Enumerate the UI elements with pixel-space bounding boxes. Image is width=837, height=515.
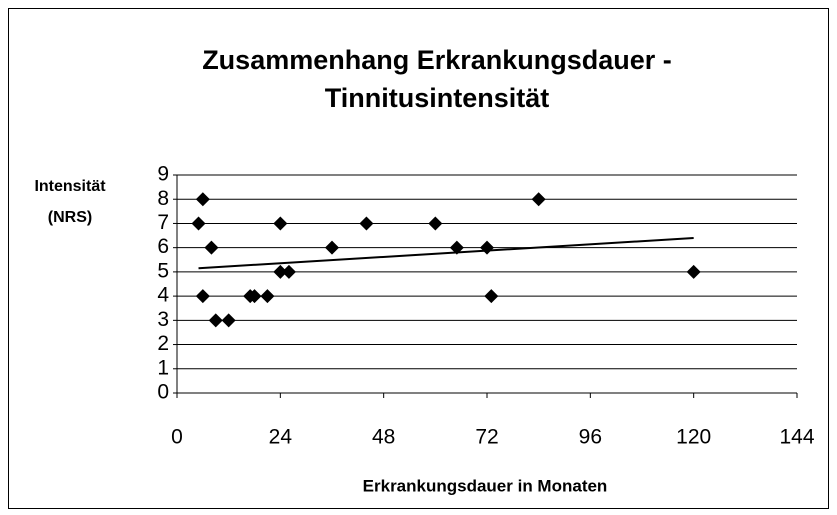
y-tick-label: 5 [157,259,169,282]
chart-border [8,8,829,509]
y-tick-label: 6 [157,235,169,258]
data-point [204,240,219,255]
chart-title: Zusammenhang Erkrankungsdauer - [202,45,672,75]
x-tick-label: 24 [269,426,293,449]
x-tick-label: 72 [475,426,498,449]
data-point [260,289,275,304]
x-tick-label: 0 [171,426,183,449]
data-point [359,216,374,231]
data-point [221,313,236,328]
y-tick-label: 1 [157,356,169,379]
x-tick-label: 120 [676,426,711,449]
y-tick-label: 9 [157,163,169,186]
data-point [428,216,443,231]
data-point [273,264,288,279]
data-point [484,289,499,304]
data-point [191,216,206,231]
y-tick-label: 0 [157,381,169,404]
y-tick-label: 7 [157,211,169,234]
x-tick-label: 144 [779,426,814,449]
y-axis-label: Intensität [34,178,106,195]
y-tick-label: 2 [157,332,169,355]
data-point [273,216,288,231]
y-tick-label: 4 [157,284,169,307]
data-point [281,264,296,279]
data-point [325,240,339,255]
data-point [208,313,223,328]
data-point [195,192,210,207]
data-point [449,240,464,255]
chart-title: Tinnitusintensität [325,83,550,113]
data-point [195,289,210,304]
y-tick-label: 3 [157,308,169,331]
x-tick-label: 96 [579,426,602,449]
data-point [247,289,262,304]
y-axis-label: (NRS) [48,209,92,226]
data-point [531,192,546,207]
trend-line [198,236,694,270]
y-tick-label: 8 [157,187,169,210]
x-tick-label: 48 [372,426,395,449]
x-axis-label: Erkrankungsdauer in Monaten [363,476,608,495]
data-point [686,264,701,279]
